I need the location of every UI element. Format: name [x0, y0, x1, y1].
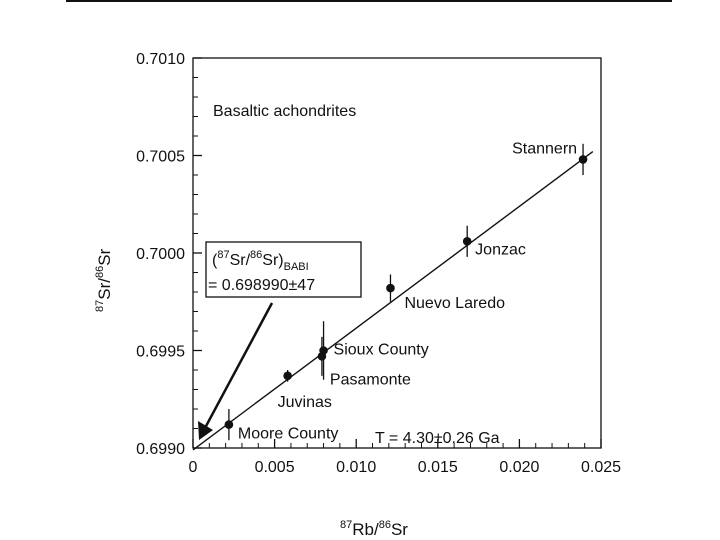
panel-label: Basaltic achondrites — [213, 103, 356, 120]
data-point — [283, 371, 292, 381]
data-point — [462, 237, 472, 246]
fit-line-group — [192, 151, 594, 451]
y-tick-label: 0.7005 — [136, 149, 185, 166]
y-tick-label: 0.6990 — [136, 441, 185, 458]
point-label: Stannern — [512, 140, 577, 157]
x-tick-label: 0.005 — [255, 459, 295, 476]
x-tick-label: 0.010 — [336, 459, 376, 476]
y-tick-label: 0.7010 — [136, 51, 185, 68]
intercept-box: (87Sr/86Sr)BABI = 0.698990±47 — [205, 241, 362, 298]
data-point — [386, 283, 395, 293]
x-axis-title: 87Rb/86Sr — [340, 519, 408, 539]
point-label: Nuevo Laredo — [404, 295, 505, 312]
point-label: Moore County — [238, 426, 338, 443]
y-tick-label: 0.7000 — [136, 246, 185, 263]
point-label: Juvinas — [278, 394, 332, 411]
y-axis-ticks: 0.6990 0.6995 0.7000 0.7005 0.7010 — [136, 51, 202, 458]
x-tick-label: 0 — [189, 459, 198, 476]
data-point — [578, 155, 588, 164]
age-annotation: T = 4.30±0.26 Ga — [375, 430, 500, 447]
data-point — [319, 346, 328, 355]
data-points — [224, 143, 588, 441]
intercept-box-line1: (87Sr/86Sr)BABI — [212, 249, 309, 273]
x-tick-label: 0.025 — [581, 459, 621, 476]
point-labels: Moore County Juvinas Pasamonte Sioux County… — [238, 140, 577, 442]
intercept-arrow-shaft — [203, 302, 274, 429]
top-rule — [66, 0, 672, 2]
point-label: Sioux County — [334, 342, 429, 359]
point-label: Pasamonte — [330, 371, 411, 388]
x-tick-label: 0.020 — [499, 459, 539, 476]
x-tick-label: 0.015 — [418, 459, 458, 476]
x-axis-ticks: 0 0.005 0.010 0.015 0.020 0.025 — [189, 439, 621, 476]
intercept-box-frame — [205, 241, 362, 298]
data-point — [224, 420, 234, 429]
intercept-arrow — [198, 302, 274, 440]
y-axis-title: 87Sr/86Sr — [94, 248, 114, 312]
intercept-box-line2: = 0.698990±47 — [208, 277, 315, 294]
point-label: Jonzac — [475, 241, 526, 258]
intercept-arrow-head — [198, 421, 213, 440]
y-tick-label: 0.6995 — [136, 344, 185, 361]
isochron-fit-line — [192, 151, 594, 451]
